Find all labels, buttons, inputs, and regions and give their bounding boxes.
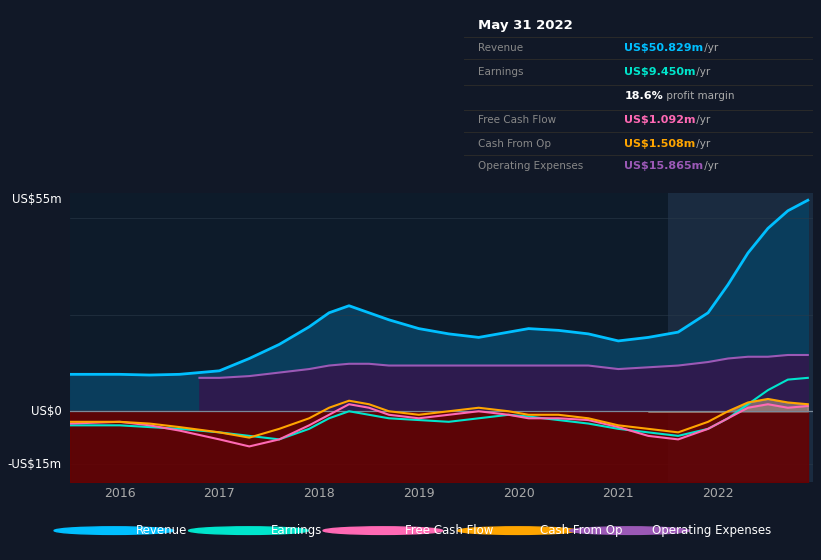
Text: US$1.092m: US$1.092m	[624, 115, 696, 125]
Text: Operating Expenses: Operating Expenses	[652, 524, 771, 537]
Text: US$15.865m: US$15.865m	[624, 161, 704, 171]
Text: US$9.450m: US$9.450m	[624, 67, 696, 77]
Text: /yr: /yr	[694, 67, 711, 77]
Text: Operating Expenses: Operating Expenses	[478, 161, 583, 171]
Text: May 31 2022: May 31 2022	[478, 19, 572, 32]
Text: Free Cash Flow: Free Cash Flow	[406, 524, 493, 537]
Circle shape	[189, 527, 308, 534]
Circle shape	[323, 527, 443, 534]
Text: /yr: /yr	[701, 43, 718, 53]
Text: profit margin: profit margin	[663, 91, 734, 101]
Text: US$0: US$0	[31, 405, 62, 418]
Circle shape	[457, 527, 577, 534]
Text: /yr: /yr	[694, 115, 711, 125]
Text: Free Cash Flow: Free Cash Flow	[478, 115, 556, 125]
Text: /yr: /yr	[694, 139, 711, 148]
Bar	[668, 193, 813, 482]
Text: US$55m: US$55m	[12, 193, 62, 206]
Text: US$50.829m: US$50.829m	[624, 43, 704, 53]
Text: 18.6%: 18.6%	[624, 91, 663, 101]
Circle shape	[54, 527, 174, 534]
Text: Earnings: Earnings	[271, 524, 322, 537]
Text: /yr: /yr	[701, 161, 718, 171]
Text: US$1.508m: US$1.508m	[624, 139, 695, 148]
Text: Cash From Op: Cash From Op	[539, 524, 622, 537]
Circle shape	[570, 527, 689, 534]
Text: Revenue: Revenue	[478, 43, 523, 53]
Text: Cash From Op: Cash From Op	[478, 139, 551, 148]
Text: -US$15m: -US$15m	[7, 458, 62, 470]
Text: Revenue: Revenue	[136, 524, 188, 537]
Text: Earnings: Earnings	[478, 67, 523, 77]
